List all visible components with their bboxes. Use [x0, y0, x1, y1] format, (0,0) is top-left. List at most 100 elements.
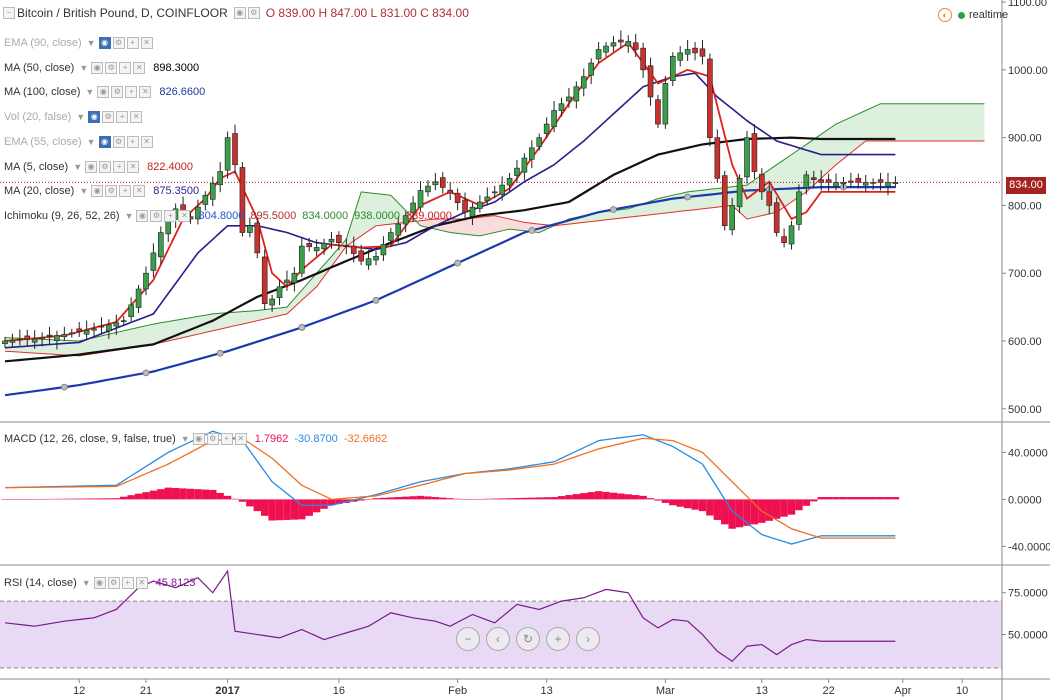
settings-icon[interactable]: ⚙: [105, 61, 118, 74]
eye-icon[interactable]: ◉: [98, 37, 111, 49]
plus-icon[interactable]: +: [119, 185, 132, 198]
close-icon[interactable]: ✕: [133, 61, 146, 74]
low-label: L: [370, 6, 377, 20]
candle-body: [150, 252, 157, 271]
eye-icon[interactable]: ◉: [192, 433, 205, 445]
scroll-left-icon[interactable]: ‹: [486, 627, 510, 651]
macd-histogram-bar: [283, 499, 291, 520]
macd-histogram-bar: [505, 498, 514, 500]
chevron-down-icon[interactable]: ▼: [81, 578, 91, 588]
eye-icon[interactable]: ◉: [97, 86, 110, 99]
settings-icon[interactable]: ⚙: [112, 135, 125, 148]
eye-icon[interactable]: ◉: [88, 111, 101, 124]
plus-icon[interactable]: +: [125, 86, 138, 99]
macd-histogram-bar: [394, 497, 402, 500]
candle: [729, 197, 735, 236]
macd-histogram-bar: [179, 488, 187, 500]
settings-icon[interactable]: ⚙: [111, 86, 124, 99]
plus-icon[interactable]: +: [126, 135, 139, 148]
macd-histogram-bar: [743, 499, 751, 526]
plus-icon[interactable]: +: [164, 209, 177, 222]
macd-histogram-bar: [431, 497, 440, 500]
eye-icon[interactable]: ◉: [85, 160, 98, 173]
indicator-label[interactable]: EMA (90, close): [2, 37, 84, 49]
macd-histogram-bar: [632, 495, 640, 500]
settings-icon[interactable]: ⚙: [99, 160, 112, 173]
candle: [410, 196, 416, 222]
plus-icon[interactable]: +: [121, 577, 134, 589]
rsi-label[interactable]: RSI (14, close): [2, 577, 79, 589]
chevron-down-icon[interactable]: ▼: [79, 62, 89, 73]
close-icon[interactable]: ✕: [234, 433, 247, 445]
plus-icon[interactable]: +: [220, 433, 233, 445]
settings-icon[interactable]: ⚙: [105, 185, 118, 198]
close-icon[interactable]: ✕: [127, 160, 140, 173]
close-icon[interactable]: ✕: [140, 37, 153, 49]
macd-histogram-bar: [795, 499, 803, 511]
candle: [885, 172, 891, 196]
candle-body: [543, 123, 550, 134]
candle-body: [39, 337, 45, 340]
price-tick-label: 700.00: [1008, 268, 1042, 280]
close-icon[interactable]: ✕: [135, 577, 148, 589]
chevron-down-icon[interactable]: ▼: [76, 112, 86, 123]
plus-icon[interactable]: +: [126, 37, 139, 49]
indicator-label[interactable]: MA (20, close): [2, 185, 77, 198]
plus-icon[interactable]: +: [113, 160, 126, 173]
indicator-label[interactable]: Vol (20, false): [2, 111, 74, 124]
settings-icon[interactable]: ⚙: [112, 37, 125, 49]
plus-icon[interactable]: +: [116, 111, 129, 124]
collapse-icon[interactable]: −: [3, 7, 15, 19]
x-tick-label: Apr: [894, 685, 911, 697]
candle: [17, 329, 23, 346]
close-icon[interactable]: ✕: [133, 185, 146, 198]
reset-icon[interactable]: ↻: [516, 627, 540, 651]
eye-icon[interactable]: ◉: [91, 185, 104, 198]
zoom-in-icon[interactable]: +: [546, 627, 570, 651]
settings-icon[interactable]: ⚙: [102, 111, 115, 124]
zoom-out-icon[interactable]: −: [456, 627, 480, 651]
macd-histogram-bar: [223, 495, 232, 500]
eye-icon[interactable]: ◉: [93, 577, 106, 589]
scroll-right-icon[interactable]: ›: [576, 627, 600, 651]
candle: [321, 238, 327, 255]
candle: [536, 133, 543, 151]
eye-icon[interactable]: ◉: [136, 209, 149, 222]
candle: [261, 249, 268, 310]
candle: [810, 170, 817, 188]
chevron-down-icon[interactable]: ▼: [79, 186, 89, 197]
macd-histogram-bar: [60, 498, 69, 500]
chevron-down-icon[interactable]: ▼: [86, 136, 96, 147]
macd-histogram-bar: [372, 498, 380, 500]
indicator-label[interactable]: MA (5, close): [2, 160, 71, 173]
macd-histogram-bar: [676, 499, 684, 507]
settings-icon[interactable]: ⚙: [150, 209, 163, 222]
indicator-label[interactable]: Ichimoku (9, 26, 52, 26): [2, 209, 122, 222]
candle: [573, 81, 580, 109]
chevron-down-icon[interactable]: ▼: [73, 161, 83, 172]
close-icon[interactable]: ✕: [130, 111, 143, 124]
chevron-down-icon[interactable]: ▼: [124, 210, 134, 221]
plus-icon[interactable]: +: [119, 61, 132, 74]
candle: [46, 326, 53, 345]
indicator-label[interactable]: MA (50, close): [2, 61, 77, 74]
settings-icon[interactable]: ⚙: [206, 433, 219, 445]
macd-label[interactable]: MACD (12, 26, close, 9, false, true): [2, 433, 178, 445]
close-icon[interactable]: ✕: [140, 135, 153, 148]
chevron-down-icon[interactable]: ▼: [180, 434, 190, 444]
settings-icon[interactable]: ⚙: [107, 577, 120, 589]
indicator-label[interactable]: EMA (55, close): [2, 135, 84, 148]
close-icon[interactable]: ✕: [139, 86, 152, 99]
x-tick-label: Mar: [656, 685, 675, 697]
candle-body: [269, 298, 275, 306]
settings-icon[interactable]: ⚙: [247, 7, 260, 19]
eye-icon[interactable]: ◉: [98, 135, 111, 148]
macd-histogram-bar: [171, 488, 180, 500]
indicator-label[interactable]: MA (100, close): [2, 86, 83, 99]
eye-icon[interactable]: ◉: [233, 7, 246, 19]
close-icon[interactable]: ✕: [178, 209, 191, 222]
chevron-down-icon[interactable]: ▼: [85, 87, 95, 98]
eye-icon[interactable]: ◉: [91, 61, 104, 74]
chevron-down-icon[interactable]: ▼: [86, 38, 96, 48]
